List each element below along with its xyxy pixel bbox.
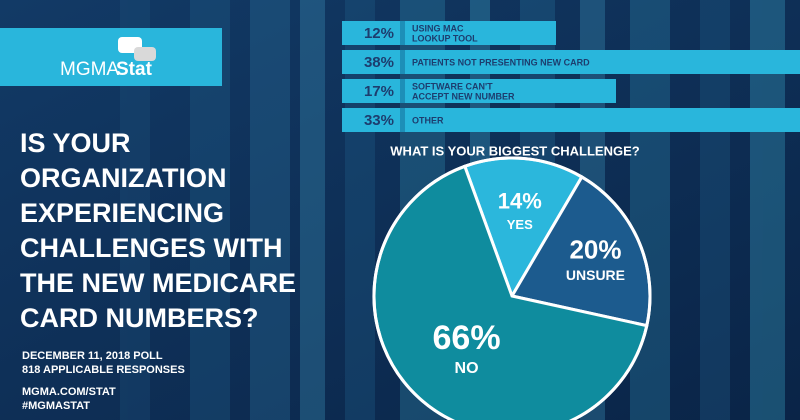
value-label: 17% [364, 83, 394, 100]
headline-line: IS YOUR [20, 128, 131, 158]
bar [342, 108, 800, 132]
bar-notch [400, 108, 405, 132]
hashtag: #MGMASTAT [22, 400, 90, 412]
category-label: USING MAC [412, 23, 464, 33]
value-label: 38% [364, 54, 394, 71]
pie-outline [372, 156, 652, 420]
value-label: 12% [364, 25, 394, 42]
slice-label: YES [507, 217, 533, 232]
slice-value: 20% [569, 234, 621, 264]
slice-value: 14% [498, 189, 542, 214]
responses: 818 APPLICABLE RESPONSES [22, 364, 185, 376]
bar-notch [400, 21, 405, 45]
headline-line: CHALLENGES WITH [20, 233, 283, 263]
bar [342, 50, 800, 74]
chat-icon [118, 37, 156, 61]
value-label: 33% [364, 112, 394, 129]
category-label: LOOKUP TOOL [412, 33, 478, 43]
headline-line: EXPERIENCING [20, 198, 224, 228]
logo-brand: MGMA [60, 59, 119, 80]
bar [342, 79, 616, 103]
category-label: PATIENTS NOT PRESENTING NEW CARD [412, 57, 590, 67]
charts: IS YOUR ORGANIZATION EXPERIENCING CHALLENGE… [20, 21, 800, 420]
slice-value: 66% [433, 319, 501, 357]
slice-label: UNSURE [566, 267, 625, 283]
bar-notch [400, 79, 405, 103]
poll-date: DECEMBER 11, 2018 POLL [22, 350, 163, 362]
headline-line: THE NEW MEDICARE [20, 268, 296, 298]
logo-product: Stat [116, 59, 153, 80]
category-label: ACCEPT NEW NUMBER [412, 91, 515, 101]
category-label: OTHER [412, 115, 444, 125]
logo-box [0, 28, 222, 86]
bar-notch [400, 50, 405, 74]
url: MGMA.COM/STAT [22, 386, 116, 398]
headline-line: ORGANIZATION [20, 163, 226, 193]
slice-label: NO [455, 360, 479, 377]
category-label: SOFTWARE CAN'T [412, 81, 493, 91]
headline-line: CARD NUMBERS? [20, 303, 259, 333]
chart-title: WHAT IS YOUR BIGGEST CHALLENGE? [390, 143, 639, 158]
bar [342, 21, 556, 45]
